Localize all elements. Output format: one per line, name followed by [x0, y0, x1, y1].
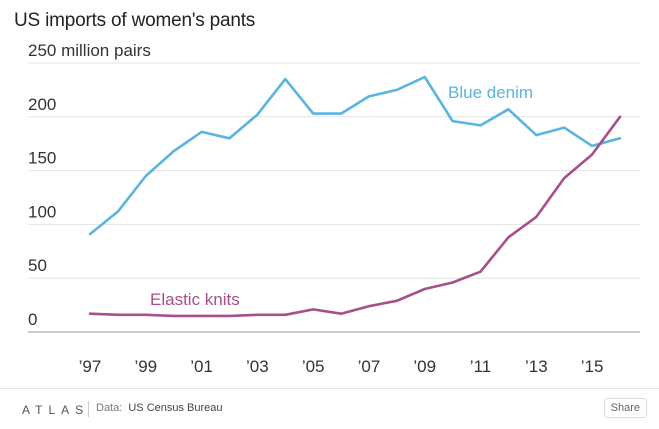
x-tick-label: ’05: [302, 357, 325, 376]
x-tick-label: ’01: [190, 357, 213, 376]
atlas-logo[interactable]: ATLAS: [22, 403, 90, 417]
y-tick-label: 200: [28, 95, 56, 114]
x-tick-label: ’13: [525, 357, 548, 376]
y-axis-tick-labels: 0 50 100 150 200 250 million pairs: [28, 41, 151, 329]
footer-divider: [88, 401, 89, 417]
x-tick-label: ’99: [134, 357, 157, 376]
series-lines: [88, 75, 622, 318]
series-label-elastic-knits: Elastic knits: [150, 290, 240, 309]
y-tick-label: 150: [28, 149, 56, 168]
footer: ATLAS Data: US Census Bureau Share: [0, 388, 659, 429]
series-line-elastic-knits: [88, 115, 622, 318]
x-tick-label: ’97: [79, 357, 102, 376]
x-tick-label: ’09: [413, 357, 436, 376]
series-label-blue-denim: Blue denim: [448, 83, 533, 102]
y-tick-label: 250 million pairs: [28, 41, 151, 60]
x-tick-label: ’07: [358, 357, 381, 376]
data-source-value: US Census Bureau: [128, 402, 223, 414]
x-tick-label: ’03: [246, 357, 269, 376]
data-source: Data: US Census Bureau: [96, 402, 223, 414]
x-tick-label: ’11: [470, 357, 491, 376]
chart-title: US imports of women's pants: [14, 10, 256, 31]
share-button[interactable]: Share: [603, 398, 647, 418]
data-source-label: Data:: [96, 402, 123, 414]
series-line-blue-denim: [88, 75, 622, 236]
gridlines: [28, 62, 640, 333]
y-tick-label: 0: [28, 310, 37, 329]
y-tick-label: 100: [28, 202, 56, 221]
x-axis-tick-labels: ’97 ’99 ’01 ’03 ’05 ’07 ’09 ’11 ’13 ’15: [79, 357, 604, 376]
y-tick-label: 50: [28, 256, 47, 275]
x-tick-label: ’15: [581, 357, 604, 376]
